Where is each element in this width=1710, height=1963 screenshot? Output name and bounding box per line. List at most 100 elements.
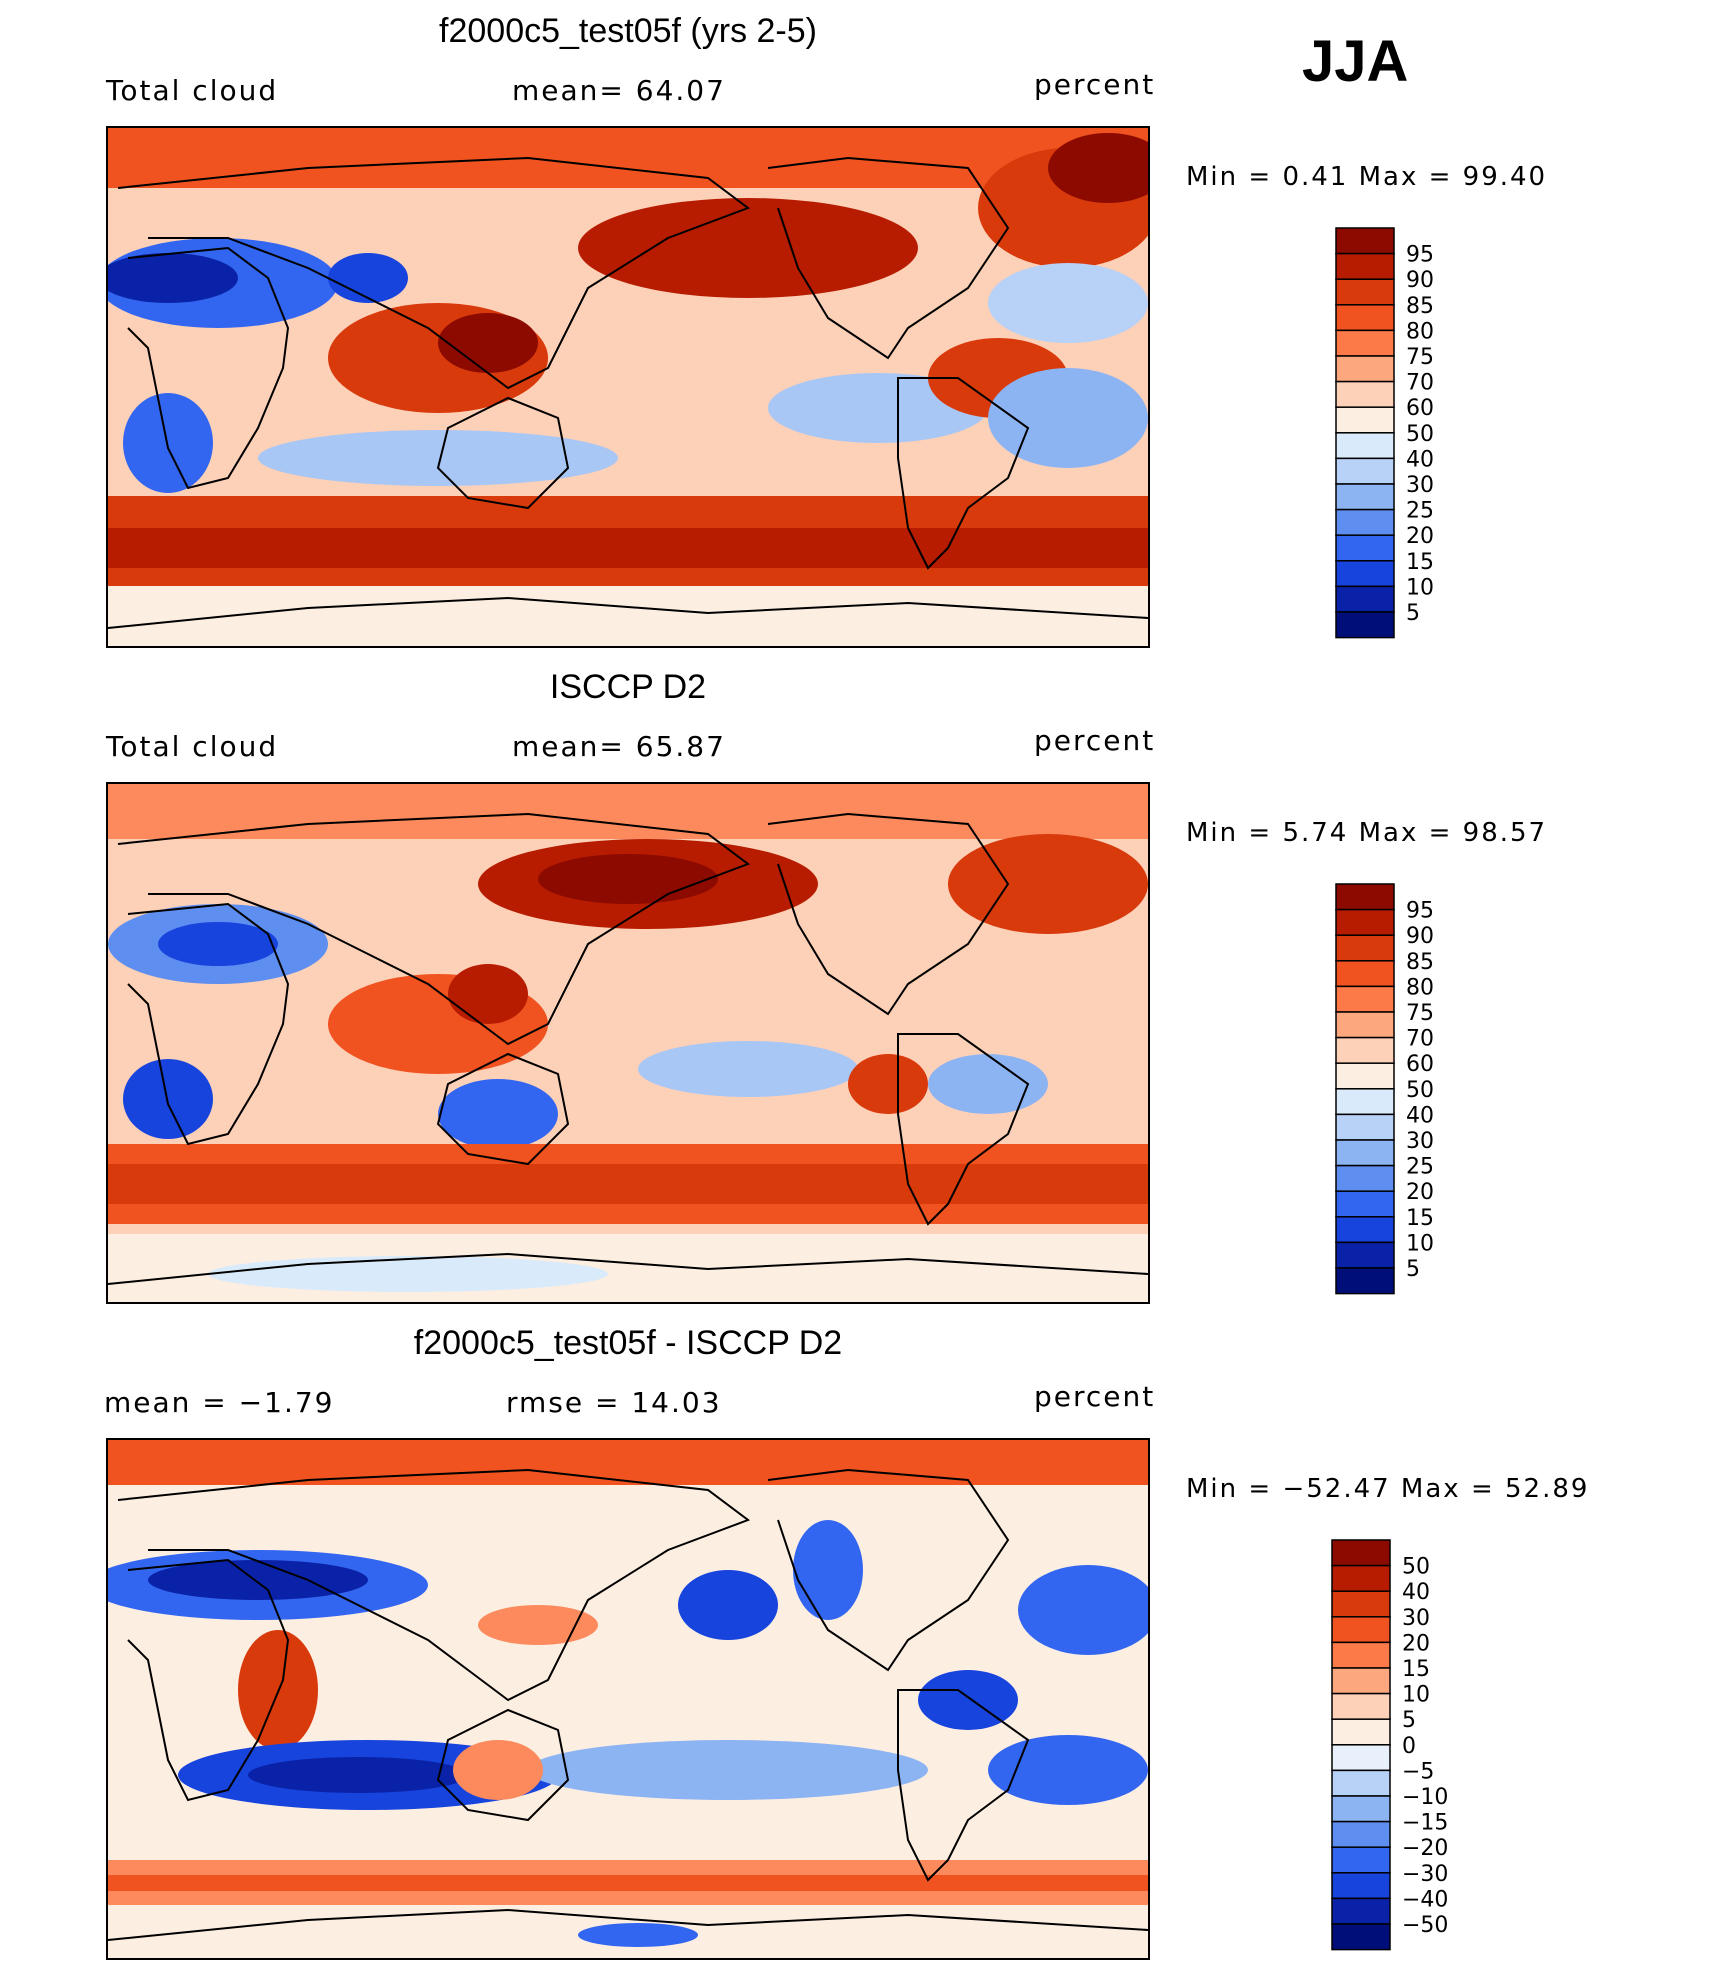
colorbar-tick-label: 5	[1406, 601, 1420, 626]
colorbar-tick-label: 85	[1406, 950, 1434, 975]
colorbar-swatch	[1331, 1590, 1391, 1618]
colorbar-tick-label: −20	[1402, 1836, 1448, 1861]
colorbar-tick-label: 50	[1406, 1078, 1434, 1103]
field-north-america-clear	[988, 263, 1148, 343]
colorbar-tick-label: 50	[1406, 422, 1434, 447]
panel-model-minmax: Min = 0.41 Max = 99.40	[1186, 162, 1548, 192]
colorbar-swatch	[1335, 380, 1395, 408]
panel-diff-rmse: rmse = 14.03	[506, 1386, 722, 1419]
colorbar-swatch	[1335, 883, 1395, 911]
field-southern-ocean-core	[108, 1164, 1148, 1204]
field-bay-of-bengal	[438, 313, 538, 373]
field-sahara-neg-core	[148, 1560, 368, 1600]
colorbar-swatch	[1335, 1267, 1395, 1295]
colorbar-tick-label: 10	[1406, 1231, 1434, 1256]
colorbar-swatch	[1331, 1616, 1391, 1644]
colorbar-swatch	[1331, 1667, 1391, 1695]
colorbar-swatch	[1335, 1216, 1395, 1244]
colorbar-tick-label: 10	[1406, 575, 1434, 600]
field-arabia-clear	[328, 253, 408, 303]
field-australia-pos	[453, 1740, 543, 1800]
colorbar-swatch	[1331, 1846, 1391, 1874]
field-southern-ocean-core	[108, 528, 1148, 568]
colorbar-swatch	[1335, 329, 1395, 357]
colorbar-swatch	[1335, 1113, 1395, 1141]
colorbar-tick-label: 50	[1402, 1555, 1430, 1580]
panel-obs-map	[106, 782, 1150, 1304]
colorbar-tick-label: 15	[1402, 1657, 1430, 1682]
coast-australia	[436, 1052, 570, 1166]
colorbar-swatch	[1335, 960, 1395, 988]
colorbar-swatch	[1335, 1164, 1395, 1192]
coast-south-america	[897, 377, 1030, 570]
field-atlantic-neg	[1018, 1565, 1148, 1655]
panel-model-units: percent	[1034, 68, 1156, 101]
coast-eurasia	[117, 1468, 751, 1702]
colorbar-swatch	[1335, 432, 1395, 460]
field-antarctic	[108, 586, 1148, 646]
coast-south-america	[897, 1033, 1030, 1226]
field-antarctic-neg	[578, 1923, 698, 1947]
coast-eurasia	[117, 156, 751, 390]
coast-eurasia	[117, 812, 751, 1046]
field-atlantic-south-neg	[988, 1735, 1148, 1805]
colorbar-tick-label: 15	[1406, 550, 1434, 575]
colorbar-swatch	[1331, 1897, 1391, 1925]
colorbar-swatch	[1331, 1641, 1391, 1669]
field-pacific-pos	[478, 1605, 598, 1645]
colorbar-swatch	[1335, 252, 1395, 280]
panel-diff-mean: mean = −1.79	[104, 1386, 335, 1419]
colorbar-tick-label: 95	[1406, 899, 1434, 924]
colorbar-swatch	[1331, 1718, 1391, 1746]
panel-diff-colorbar: 50 40 30 20 15 10 5 0 −5 −10 −15 −20 −30 −40 −50	[1330, 1538, 1470, 1959]
colorbar-swatch	[1331, 1744, 1391, 1772]
colorbar-swatch	[1335, 227, 1395, 255]
panel-model-title: f2000c5_test05f (yrs 2-5)	[439, 12, 817, 50]
field-bay-of-bengal	[448, 964, 528, 1024]
colorbar-tick-label: 10	[1402, 1683, 1430, 1708]
coast-africa	[127, 902, 290, 1146]
coast-north-america	[767, 812, 1010, 1016]
field-australia-clear	[438, 1079, 558, 1149]
colorbar-swatch	[1331, 1539, 1391, 1567]
colorbar-tick-label: 70	[1406, 1027, 1434, 1052]
colorbar-tick-label: 75	[1406, 345, 1434, 370]
colorbar-tick-label: 25	[1406, 1155, 1434, 1180]
colorbar-tick-label: 30	[1402, 1606, 1430, 1631]
colorbar-tick-label: −50	[1402, 1913, 1448, 1938]
colorbar-tick-label: 25	[1406, 499, 1434, 524]
colorbar-tick-label: 30	[1406, 473, 1434, 498]
colorbar-tick-label: 0	[1402, 1734, 1416, 1759]
field-north-pacific-core	[538, 854, 718, 904]
field-arctic-band	[108, 784, 1148, 839]
season-label: JJA	[1302, 29, 1409, 94]
colorbar-tick-label: 90	[1406, 924, 1434, 949]
field-arctic-band	[108, 1440, 1148, 1485]
panel-obs-colorbar: 95 90 85 80 75 70 60 50 40 30 25 20 15 10 5	[1334, 882, 1454, 1303]
colorbar-tick-label: 75	[1406, 1001, 1434, 1026]
field-peru-deck	[848, 1054, 928, 1114]
colorbar-swatch	[1335, 908, 1395, 936]
colorbar-swatch	[1331, 1923, 1391, 1951]
colorbar-tick-label: 15	[1406, 1206, 1434, 1231]
field-north-pacific-max	[578, 198, 918, 298]
colorbar-tick-label: 85	[1406, 294, 1434, 319]
field-pacific-south-neg	[528, 1740, 928, 1800]
colorbar-swatch	[1335, 934, 1395, 962]
field-sahara-core	[158, 922, 278, 966]
field-indian-neg-core	[248, 1757, 468, 1793]
field-east-pacific-clear	[638, 1041, 858, 1097]
colorbar-tick-label: 5	[1406, 1257, 1420, 1282]
coast-north-america	[767, 1468, 1010, 1672]
colorbar-tick-label: −10	[1402, 1785, 1448, 1810]
panel-obs-variable: Total cloud	[106, 730, 279, 763]
colorbar-swatch	[1335, 985, 1395, 1013]
panel-diff-title: f2000c5_test05f - ISCCP D2	[413, 1324, 843, 1362]
panel-diff-units: percent	[1034, 1380, 1156, 1413]
field-antarctic-clear	[208, 1256, 608, 1292]
field-west-coast-neg	[793, 1520, 863, 1620]
field-south-indian-clear	[258, 430, 618, 486]
